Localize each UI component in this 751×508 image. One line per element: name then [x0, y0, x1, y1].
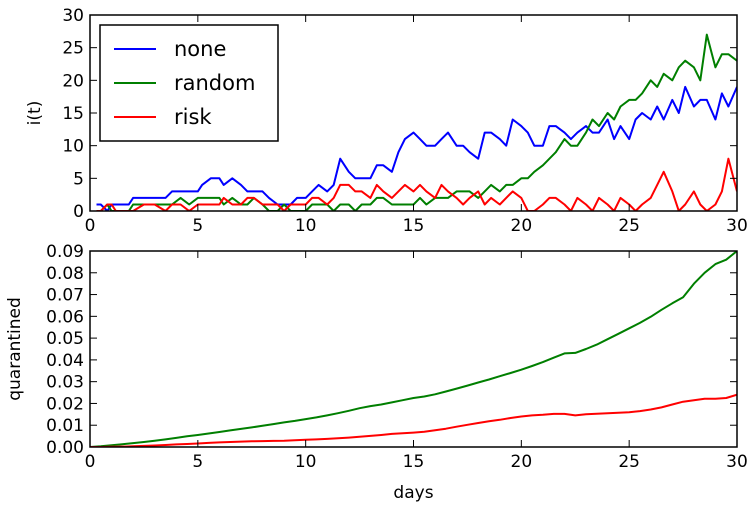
- y-axis-label: i(t): [25, 101, 45, 126]
- series-line-quarantine-random: [90, 251, 737, 447]
- y-tick-label: 0.03: [46, 373, 84, 393]
- y-tick-label: 5: [73, 169, 84, 189]
- y-tick-label: 0.05: [46, 329, 84, 349]
- x-tick-label: 25: [618, 452, 640, 472]
- x-tick-label: 15: [403, 216, 425, 236]
- y-tick-label: 0.00: [46, 438, 84, 458]
- x-tick-label: 0: [85, 452, 96, 472]
- series-line-risk: [96, 157, 737, 211]
- x-tick-label: 10: [295, 216, 317, 236]
- plot-frame: [89, 250, 738, 448]
- x-tick-label: 10: [295, 452, 317, 472]
- y-tick-label: 15: [62, 104, 84, 124]
- y-axis-label: quarantined: [5, 297, 25, 401]
- y-tick-label: 0.06: [46, 307, 84, 327]
- y-tick-label: 0.02: [46, 394, 84, 414]
- legend: none random risk: [99, 24, 279, 142]
- chart-panel-1: 0 5 10 15 20 25 30 0 5 10 15 20 25 30 i(t) none random ri…: [25, 6, 748, 236]
- y-tick-label: 0.08: [46, 264, 84, 284]
- x-tick-label: 0: [85, 216, 96, 236]
- x-tick-label: 5: [192, 216, 203, 236]
- y-tick-label: 0: [73, 202, 84, 222]
- x-tick-label: 25: [618, 216, 640, 236]
- x-tick-label: 15: [403, 452, 425, 472]
- y-tick-label: 25: [62, 39, 84, 59]
- y-tick-label: 0.04: [46, 351, 84, 371]
- legend-label: risk: [174, 105, 212, 129]
- x-tick-label: 30: [726, 452, 748, 472]
- legend-label: none: [174, 37, 226, 61]
- y-tick-label: 20: [62, 71, 84, 91]
- x-tick-label: 5: [192, 452, 203, 472]
- y-tick-label: 0.01: [46, 416, 84, 436]
- legend-label: random: [174, 71, 255, 95]
- series-line-random: [96, 33, 737, 211]
- x-tick-label: 20: [511, 216, 533, 236]
- series-line-none: [96, 85, 737, 211]
- y-tick-label: 0.09: [46, 242, 84, 262]
- x-axis-label: days: [393, 483, 433, 503]
- y-tick-label: 0.07: [46, 286, 84, 306]
- series-line-quarantine-risk: [90, 393, 737, 447]
- y-tick-label: 30: [62, 6, 84, 26]
- chart-panel-2: 0 5 10 15 20 25 30 0.000.010.020.030.040.050.06…: [5, 242, 748, 503]
- x-tick-label: 30: [726, 216, 748, 236]
- y-tick-label: 10: [62, 137, 84, 157]
- x-tick-label: 20: [511, 452, 533, 472]
